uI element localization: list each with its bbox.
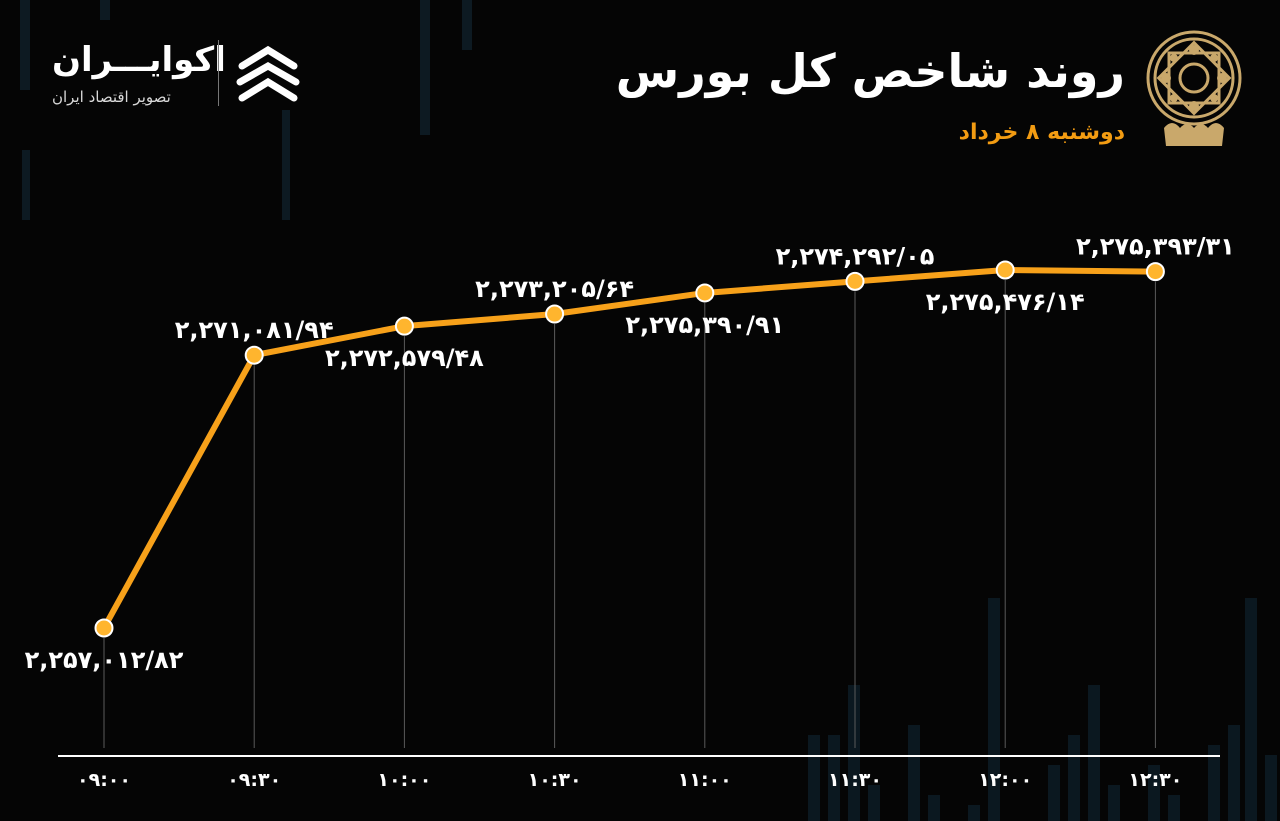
x-tick-label: ۰۹:۰۰ — [77, 769, 131, 791]
data-markers — [94, 260, 1165, 638]
data-point-marker — [394, 316, 414, 336]
brand-name: اکوایـــران — [52, 40, 226, 80]
data-point-marker — [1145, 262, 1165, 282]
series-line — [101, 267, 1159, 631]
data-label: ۲,۲۷۲,۵۷۹/۴۸ — [325, 344, 484, 372]
data-point-marker — [995, 260, 1015, 280]
x-tick-label: ۰۹:۳۰ — [227, 769, 281, 791]
x-tick-label: ۱۱:۰۰ — [678, 769, 732, 791]
data-label: ۲,۲۷۵,۴۷۶/۱۴ — [926, 288, 1085, 316]
data-labels: ۲,۲۵۷,۰۱۲/۸۲ ۲,۲۷۱,۰۸۱/۹۴۲,۲۷۲,۵۷۹/۴۸ ۲,۲۷… — [25, 233, 1235, 674]
data-label: ۲,۲۷۵,۳۹۳/۳۱ — [1076, 233, 1235, 261]
brand-divider — [218, 40, 219, 106]
x-tick-label: ۱۰:۰۰ — [377, 769, 431, 791]
data-point-marker — [94, 618, 114, 638]
x-tick-label: ۱۲:۰۰ — [978, 769, 1032, 791]
data-label: ۲,۲۷۴,۲۹۲/۰۵ — [776, 242, 935, 270]
data-point-marker — [244, 345, 264, 365]
data-label: ۲,۲۷۳,۲۰۵/۶۴ — [475, 275, 634, 303]
data-point-marker — [845, 271, 865, 291]
data-point-marker — [545, 304, 565, 324]
data-label: ۲,۲۵۷,۰۱۲/۸۲ — [25, 646, 184, 674]
brand-tagline: تصویر اقتصاد ایران — [52, 88, 171, 106]
x-tick-labels: ۰۹:۰۰ ۰۹:۳۰ ۱۰:۰۰ ۱۰:۳۰ ۱۱:۰۰ ۱۱:۳۰ ۱۲:۰۰ ۱۲:۳۰ — [77, 769, 1182, 791]
chart-subtitle: دوشنبه ۸ خرداد — [958, 120, 1125, 145]
x-tick-label: ۱۱:۳۰ — [828, 769, 882, 791]
drop-lines — [103, 280, 1156, 748]
chart-title: روند شاخص کل بورس — [615, 44, 1125, 98]
x-tick-label: ۱۲:۳۰ — [1128, 769, 1182, 791]
data-label: ۲,۲۷۵,۳۹۰/۹۱ — [625, 311, 784, 339]
x-tick-label: ۱۰:۳۰ — [528, 769, 582, 791]
tehran-stock-exchange-emblem-icon — [1146, 30, 1242, 146]
data-label: ۲,۲۷۱,۰۸۱/۹۴ — [175, 316, 334, 344]
data-point-marker — [695, 283, 715, 303]
ekoiran-logo-icon — [236, 45, 300, 102]
